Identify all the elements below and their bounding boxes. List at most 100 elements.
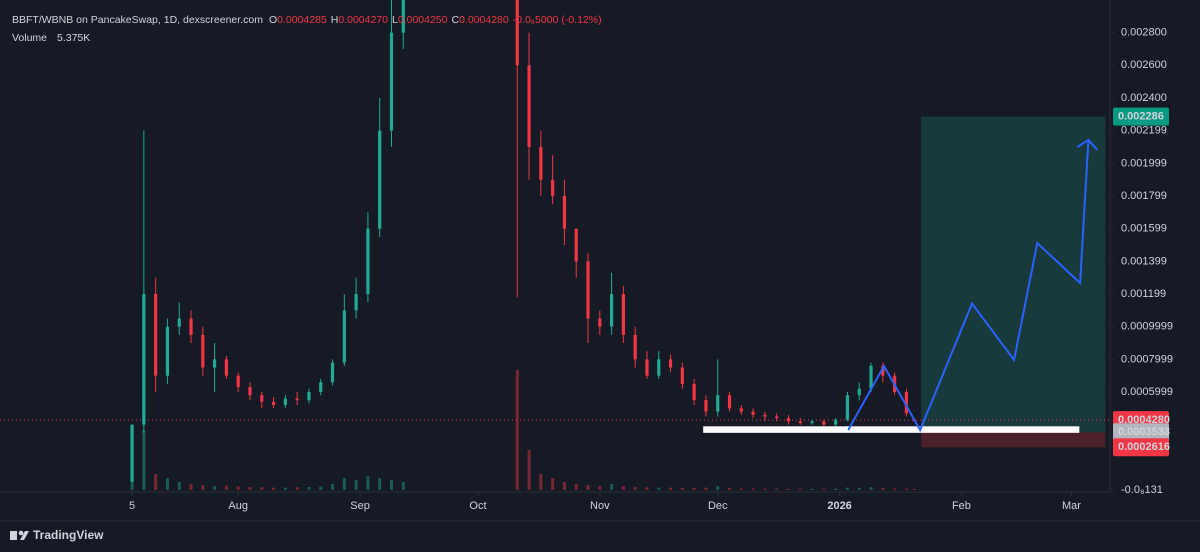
volume-bar bbox=[786, 488, 790, 490]
volume-bar bbox=[248, 487, 252, 490]
volume-bar bbox=[692, 488, 696, 490]
volume-bar bbox=[260, 487, 264, 490]
candle-body bbox=[704, 400, 708, 412]
y-tick-label: 0.002800 bbox=[1121, 27, 1167, 39]
candle-body bbox=[366, 228, 370, 294]
volume-bar bbox=[845, 487, 849, 490]
x-tick-label: Feb bbox=[952, 500, 971, 512]
volume-bar bbox=[810, 488, 814, 490]
volume-bar bbox=[574, 484, 578, 490]
candle-body bbox=[271, 401, 276, 406]
volume-bar bbox=[704, 487, 708, 490]
candle-body bbox=[834, 419, 838, 425]
volume-bar bbox=[272, 487, 276, 490]
ohlc-value: 0.0004250 bbox=[398, 14, 448, 26]
price-badge-label: 0.0002616 bbox=[1118, 441, 1170, 453]
candle-body bbox=[621, 294, 625, 335]
price-badge bbox=[1113, 107, 1169, 126]
y-tick-label: 0.0009999 bbox=[1121, 321, 1173, 333]
volume-bar bbox=[389, 480, 393, 490]
candle-body bbox=[515, 0, 519, 66]
volume-bar bbox=[539, 474, 543, 490]
price-badge-label: 0.0003533 bbox=[1118, 426, 1170, 438]
volume-bar bbox=[562, 482, 566, 490]
volume-bar bbox=[669, 487, 673, 490]
candle-body bbox=[845, 395, 850, 420]
ohlc-value: 0.0004285 bbox=[277, 14, 327, 26]
candle-body bbox=[551, 179, 555, 196]
volume-bar bbox=[739, 488, 743, 490]
candle-body bbox=[598, 318, 602, 327]
volume-bar bbox=[154, 474, 158, 490]
candle-body bbox=[562, 196, 567, 229]
x-tick-label: Sep bbox=[350, 500, 370, 512]
x-tick-label: Oct bbox=[469, 500, 486, 512]
candle-body bbox=[342, 310, 346, 363]
candle-body bbox=[775, 416, 779, 419]
projection-arrowhead bbox=[1076, 138, 1099, 151]
candle-body bbox=[236, 375, 240, 388]
candle-body bbox=[330, 362, 335, 383]
volume-bar bbox=[165, 478, 169, 490]
y-tick-label: 0.0007999 bbox=[1121, 353, 1173, 365]
y-tick-label: 0.002400 bbox=[1121, 92, 1167, 104]
profit-zone bbox=[921, 116, 1106, 433]
volume-bar bbox=[633, 487, 637, 490]
price-badge-label: 0.0004280 bbox=[1118, 414, 1170, 426]
x-tick-label: Mar bbox=[1062, 500, 1081, 512]
volume-bar bbox=[515, 370, 519, 490]
candle-body bbox=[224, 359, 229, 376]
candle-body bbox=[527, 65, 531, 147]
candle-body bbox=[260, 395, 264, 402]
volume-bar bbox=[283, 487, 287, 490]
candle-body bbox=[295, 398, 299, 401]
candle-body bbox=[763, 414, 767, 417]
candle-body bbox=[716, 395, 720, 412]
candle-body bbox=[786, 418, 791, 422]
candle-body bbox=[633, 334, 637, 360]
candle-body bbox=[307, 392, 311, 401]
y-tick-label: 0.0005999 bbox=[1121, 386, 1173, 398]
chart-title: BBFT/WBNB on PancakeSwap, 1D, dexscreene… bbox=[12, 14, 263, 26]
volume-bar bbox=[621, 486, 625, 490]
candle-body bbox=[154, 294, 158, 376]
volume-bar bbox=[763, 488, 767, 490]
candle-body bbox=[739, 408, 743, 412]
volume-bar bbox=[354, 480, 358, 490]
volume-bar bbox=[586, 485, 590, 490]
footer-brand: TradingView bbox=[33, 528, 104, 542]
ohlc-name: L bbox=[392, 14, 398, 26]
candle-body bbox=[727, 395, 732, 409]
candle-body bbox=[354, 294, 358, 311]
volume-bar bbox=[893, 488, 897, 490]
volume-bar bbox=[366, 476, 370, 490]
volume-bar bbox=[798, 488, 802, 490]
volume-bar bbox=[307, 487, 311, 490]
plot-area bbox=[0, 0, 1110, 490]
candle-body bbox=[869, 365, 873, 389]
candle-body bbox=[378, 130, 382, 229]
volume-bar bbox=[319, 486, 323, 490]
candle-body bbox=[165, 326, 170, 376]
y-tick-label: 0.001999 bbox=[1121, 157, 1167, 169]
footer-logo: TradingView bbox=[10, 528, 104, 542]
ohlc-name: C bbox=[451, 14, 459, 26]
volume-bar bbox=[342, 478, 346, 490]
volume-bar bbox=[728, 488, 732, 490]
candle-body bbox=[645, 359, 649, 376]
loss-zone bbox=[921, 432, 1106, 448]
volume-bar bbox=[904, 488, 908, 490]
projection-line bbox=[847, 139, 1090, 433]
candle-body bbox=[130, 424, 134, 482]
x-tick-label: 5 bbox=[129, 500, 135, 512]
candle-body bbox=[586, 261, 590, 319]
candle-body bbox=[904, 392, 908, 414]
candle-body bbox=[283, 398, 287, 406]
volume-bar bbox=[657, 487, 661, 490]
volume-bar bbox=[378, 478, 382, 490]
volume-bar bbox=[610, 484, 614, 490]
candle-body bbox=[401, 0, 405, 33]
volume-bar bbox=[834, 488, 838, 490]
volume-bar bbox=[857, 488, 861, 490]
volume-bar bbox=[598, 486, 602, 490]
